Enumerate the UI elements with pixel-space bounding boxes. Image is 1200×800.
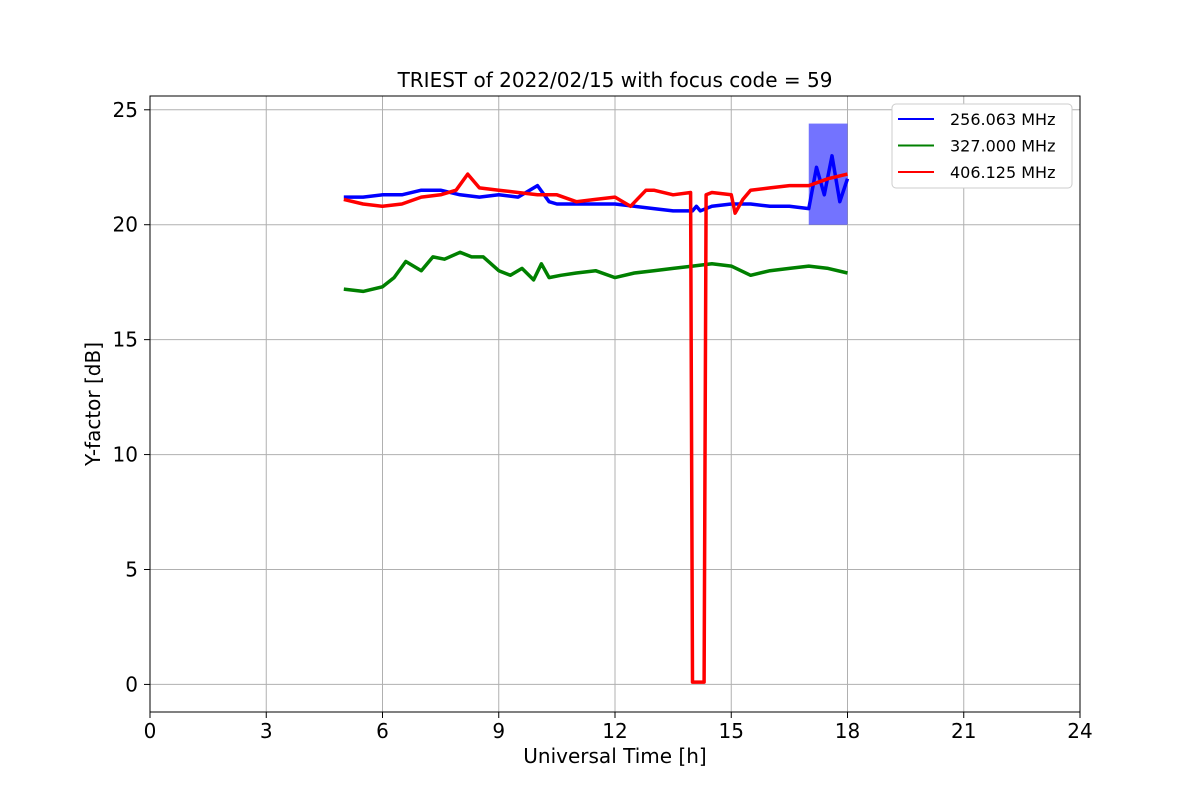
x-tick-label: 21	[951, 719, 976, 743]
series-layer	[343, 123, 850, 684]
y-tick-label: 0	[125, 672, 138, 696]
series-line-1	[343, 250, 848, 294]
series-line-2	[343, 172, 848, 684]
chart-title: TRIEST of 2022/02/15 with focus code = 5…	[397, 68, 833, 92]
x-tick-label: 12	[602, 719, 627, 743]
x-tick-label: 0	[144, 719, 157, 743]
x-tick-label: 15	[719, 719, 744, 743]
x-tick-label: 24	[1067, 719, 1092, 743]
x-tick-label: 6	[376, 719, 389, 743]
x-tick-label: 18	[835, 719, 860, 743]
y-tick-label: 5	[125, 557, 138, 581]
legend-label-0: 256.063 MHz	[950, 110, 1055, 129]
legend-box	[891, 103, 1073, 189]
x-axis: 0 3 6 9 12 15 18 21 24	[144, 712, 1093, 743]
legend-label-2: 406.125 MHz	[950, 163, 1055, 182]
legend: 256.063 MHz 327.000 MHz 406.125 MHz	[891, 103, 1073, 189]
x-tick-label: 3	[260, 719, 273, 743]
y-axis-label: Y-factor [dB]	[81, 342, 105, 467]
y-tick-label: 20	[113, 213, 138, 237]
x-tick-label: 9	[492, 719, 505, 743]
x-axis-label: Universal Time [h]	[523, 744, 706, 768]
series-line-0	[343, 154, 850, 213]
y-axis: 0 5 10 15 20 25	[113, 98, 150, 696]
y-tick-label: 10	[113, 443, 138, 467]
y-tick-label: 15	[113, 328, 138, 352]
legend-label-1: 327.000 MHz	[950, 137, 1055, 156]
y-tick-label: 25	[113, 98, 138, 122]
